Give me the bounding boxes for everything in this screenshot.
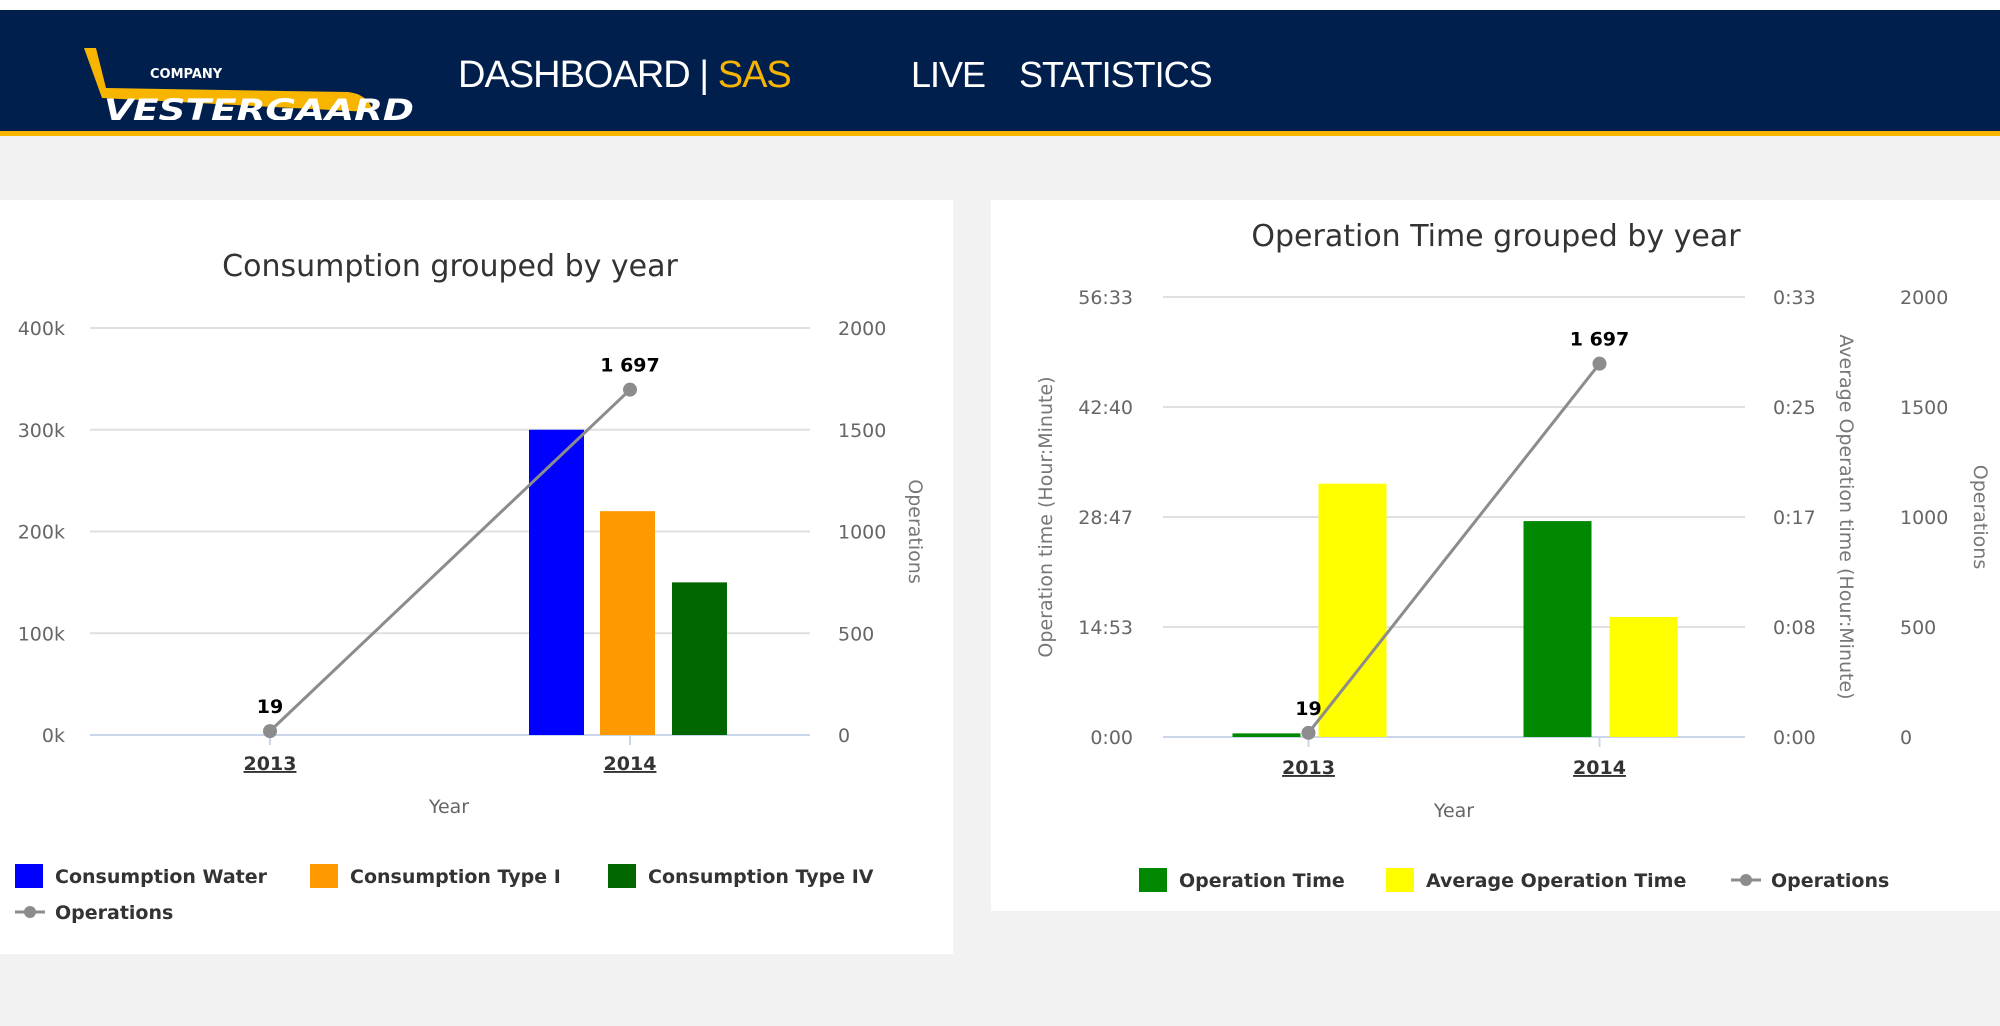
company-logo[interactable]: COMPANY VESTERGAARD — [80, 36, 420, 120]
y-axis-tick-label: 0 — [838, 725, 850, 747]
y-axis-tick-label: 500 — [1900, 617, 1936, 639]
data-label: 1 697 — [1570, 329, 1630, 351]
legend-label: Operation Time — [1179, 870, 1345, 892]
page-title: DASHBOARD | SAS — [458, 54, 792, 97]
title-separator: | — [699, 54, 709, 96]
data-label: 19 — [1295, 698, 1321, 720]
legend-marker-icon — [24, 906, 36, 918]
y-axis-tick-label: 0:17 — [1773, 507, 1816, 529]
nav-live[interactable]: LIVE — [911, 54, 986, 95]
header: COMPANY VESTERGAARD DASHBOARD | SAS LIVE… — [0, 10, 2000, 136]
x-axis-title: Year — [428, 796, 469, 818]
bar-average-operation-time — [1318, 483, 1387, 737]
dashboard-title: DASHBOARD — [458, 54, 691, 96]
consumption-chart-card: Consumption grouped by year 0k 100k 200k 300… — [0, 200, 953, 954]
legend-label: Consumption Type I — [350, 866, 561, 888]
chart-title: Operation Time grouped by year — [1251, 219, 1741, 254]
y-axis-tick-label: 28:47 — [1078, 507, 1133, 529]
y-axis-tick-label: 1000 — [838, 522, 886, 544]
y-axis-tick-label: 500 — [838, 623, 874, 645]
dashboard-subtitle: SAS — [717, 54, 792, 96]
bar-consumption-type-i — [600, 511, 655, 735]
y-axis-tick-label: 100k — [18, 623, 65, 645]
legend-label: Consumption Water — [55, 866, 268, 888]
operations-line — [1307, 362, 1601, 734]
bar-operation-time — [1523, 521, 1592, 737]
nav-statistics[interactable]: STATISTICS — [1019, 54, 1213, 95]
y-axis-tick-label: 0 — [1900, 727, 1912, 749]
operations-point — [1592, 356, 1607, 371]
y-axis-tick-label: 0:08 — [1773, 617, 1816, 639]
y-axis-tick-label: 0:25 — [1773, 397, 1816, 419]
y-axis-tick-label: 0:00 — [1090, 727, 1133, 749]
y-axis-tick-label: 1500 — [838, 420, 886, 442]
data-label: 1 697 — [600, 355, 660, 377]
operation-time-chart-card: Operation Time grouped by year 0:00 14:53 2… — [991, 200, 2000, 911]
y-axis-title: Operations — [904, 479, 926, 583]
y-axis-tick-label: 0:00 — [1773, 727, 1816, 749]
y-axis-tick-label: 0k — [42, 725, 65, 747]
y-axis-tick-label: 0:33 — [1773, 287, 1816, 309]
legend-item[interactable]: Average Operation Time — [1386, 868, 1686, 892]
operations-point — [1301, 725, 1316, 740]
y-axis-tick-label: 56:33 — [1078, 287, 1133, 309]
legend-label: Average Operation Time — [1426, 870, 1686, 892]
consumption-chart: Consumption grouped by year 0k 100k 200k 300… — [15, 249, 926, 924]
legend-item[interactable]: Operations — [1731, 870, 1889, 892]
legend-marker-icon — [1740, 874, 1752, 886]
y-axis-tick-label: 400k — [18, 318, 65, 340]
y-axis-title: Operation time (Hour:Minute) — [1035, 376, 1057, 657]
y-axis-tick-label: 2000 — [1900, 287, 1948, 309]
y-axis-tick-label: 300k — [18, 420, 65, 442]
svg-text:VESTERGAARD: VESTERGAARD — [104, 93, 414, 120]
operations-point — [623, 382, 637, 397]
y-axis-title: Operations — [1969, 465, 1991, 569]
y-axis-tick-label: 2000 — [838, 318, 886, 340]
legend-label: Operations — [1771, 870, 1889, 892]
legend-swatch — [15, 864, 43, 888]
bar-average-operation-time — [1609, 617, 1678, 737]
legend-swatch — [310, 864, 338, 888]
legend-label: Consumption Type IV — [648, 866, 874, 888]
x-axis-category-label[interactable]: 2013 — [244, 753, 297, 775]
operation-time-chart: Operation Time grouped by year 0:00 14:53 2… — [1035, 219, 1991, 892]
data-label: 19 — [257, 696, 283, 718]
legend-item[interactable]: Consumption Type IV — [608, 864, 874, 888]
legend-item[interactable]: Operation Time — [1139, 868, 1345, 892]
bar-operation-time — [1232, 733, 1301, 737]
y-axis-tick-label: 14:53 — [1078, 617, 1133, 639]
x-axis-title: Year — [1433, 800, 1474, 822]
legend-label: Operations — [55, 902, 173, 924]
y-axis-tick-label: 200k — [18, 522, 65, 544]
operations-point — [263, 724, 277, 739]
legend-item[interactable]: Consumption Water — [15, 864, 268, 888]
x-axis-category-label[interactable]: 2013 — [1282, 757, 1335, 779]
y-axis-tick-label: 1000 — [1900, 507, 1948, 529]
legend-swatch — [608, 864, 636, 888]
chart-title: Consumption grouped by year — [222, 249, 678, 284]
legend-item[interactable]: Consumption Type I — [310, 864, 561, 888]
y-axis-title: Average Operation time (Hour:Minute) — [1835, 334, 1857, 699]
x-axis-category-label[interactable]: 2014 — [604, 753, 657, 775]
top-strip — [0, 0, 2000, 10]
svg-text:COMPANY: COMPANY — [150, 67, 223, 82]
legend-swatch — [1386, 868, 1414, 892]
legend-item[interactable]: Operations — [15, 902, 173, 924]
legend-swatch — [1139, 868, 1167, 892]
bar-consumption-water — [529, 429, 584, 735]
y-axis-tick-label: 42:40 — [1078, 397, 1133, 419]
operations-line — [268, 388, 632, 733]
y-axis-tick-label: 1500 — [1900, 397, 1948, 419]
x-axis-category-label[interactable]: 2014 — [1573, 757, 1626, 779]
bar-consumption-type-iv — [672, 582, 727, 735]
